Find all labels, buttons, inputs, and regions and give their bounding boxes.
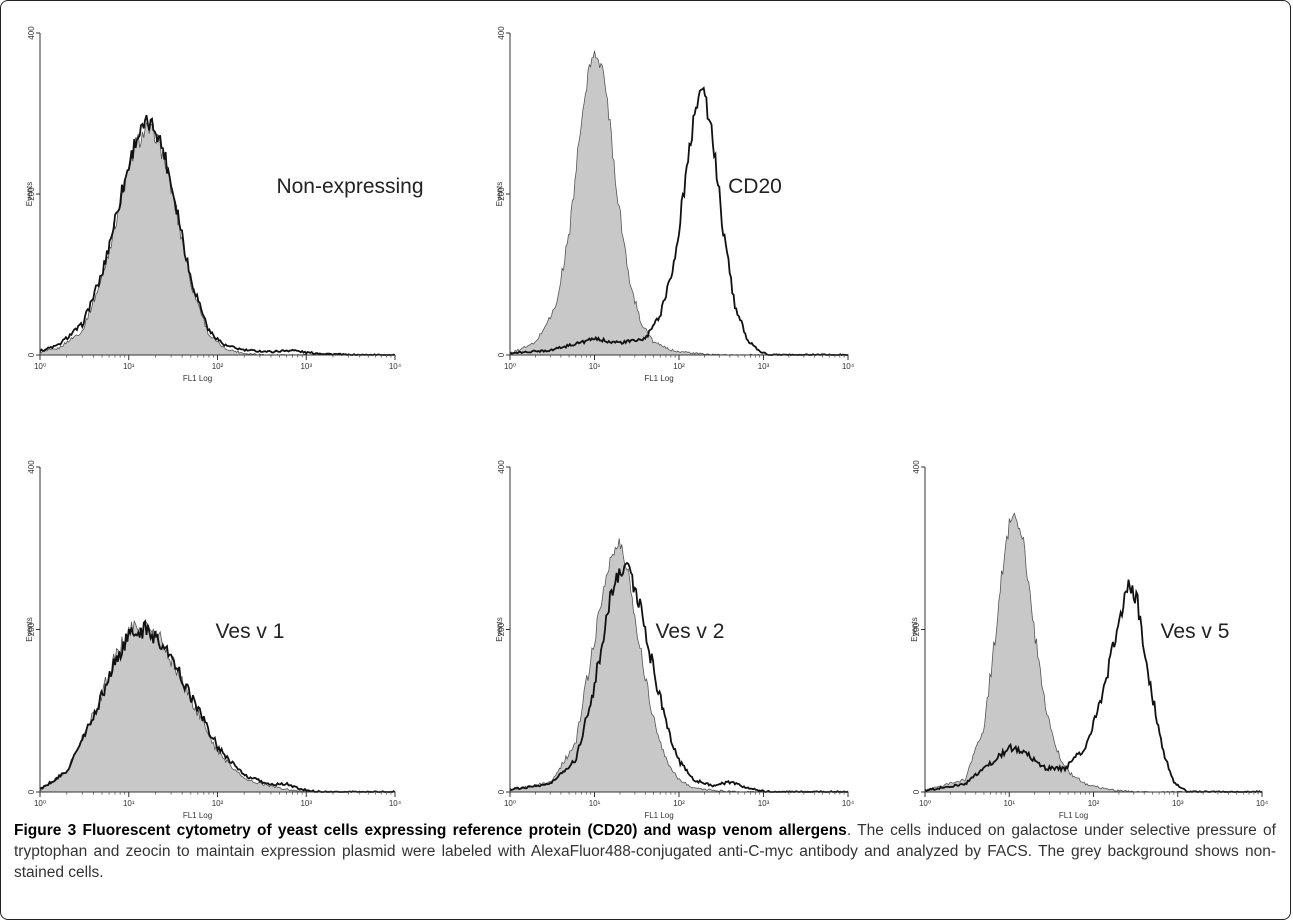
histogram-panel-5: 0 200 400 10⁰ 10¹ 10² 10³ 10⁴ FL1 Log Events Ves v…: [910, 460, 1269, 820]
y-tick-label: 400: [912, 460, 921, 474]
x-tick-label: 10³: [758, 799, 770, 808]
x-tick-label: 10³: [300, 362, 312, 371]
x-tick-label: 10⁰: [34, 799, 46, 808]
x-tick-label: 10⁰: [34, 362, 46, 371]
x-tick-label: 10⁰: [919, 799, 931, 808]
y-tick-label: 0: [497, 789, 506, 794]
x-tick-label: 10²: [673, 362, 685, 371]
y-tick-label: 400: [27, 26, 36, 40]
x-axis-label: FL1 Log: [644, 374, 673, 383]
x-tick-label: 10¹: [1003, 799, 1015, 808]
y-axis-label: Events: [495, 182, 504, 206]
y-axis-label: Events: [910, 617, 919, 641]
histogram-panel-1: 0 200 400 10⁰ 10¹ 10² 10³ 10⁴ FL1 Log Events Non-e…: [25, 26, 424, 383]
y-tick-label: 200: [497, 187, 506, 201]
histogram-outline-series: [924, 579, 1262, 794]
x-axis-label: FL1 Log: [1059, 811, 1088, 820]
x-tick-label: 10⁴: [842, 799, 855, 808]
x-tick-label: 10⁰: [504, 362, 516, 371]
histogram-panel-3: 0 200 400 10⁰ 10¹ 10² 10³ 10⁴ FL1 Log Events Ves v…: [25, 460, 402, 820]
y-axis-label: Events: [25, 617, 34, 641]
x-tick-label: 10¹: [123, 799, 135, 808]
y-axis-label: Events: [25, 182, 34, 206]
y-tick-label: 200: [27, 622, 36, 636]
y-tick-label: 400: [27, 460, 36, 474]
histogram-filled-series: [39, 619, 395, 793]
x-tick-label: 10⁴: [842, 362, 855, 371]
x-tick-label: 10⁴: [389, 362, 402, 371]
panel-annotation: CD20: [728, 175, 782, 198]
y-tick-label: 0: [497, 352, 506, 357]
x-tick-label: 10³: [300, 799, 312, 808]
histogram-filled-series: [924, 512, 1263, 793]
y-tick-label: 400: [497, 460, 506, 474]
x-tick-label: 10²: [1088, 799, 1100, 808]
x-axis-label: FL1 Log: [183, 811, 212, 820]
histogram-panel-2: 0 200 400 10⁰ 10¹ 10² 10³ 10⁴ FL1 Log Events CD20: [495, 26, 855, 383]
x-tick-label: 10¹: [123, 362, 135, 371]
x-tick-label: 10²: [673, 799, 685, 808]
caption-text: . The cells induced on galactose under s…: [14, 822, 1276, 881]
histogram-outline-series: [509, 561, 849, 793]
panel-annotation: Non-expressing: [276, 175, 423, 198]
histogram-filled-series: [509, 538, 849, 793]
figure-caption: Figure 3 Fluorescent cytometry of yeast …: [14, 820, 1276, 883]
x-tick-label: 10⁴: [1256, 799, 1269, 808]
figure-title: Fluorescent cytometry of yeast cells exp…: [82, 822, 847, 839]
y-axis-label: Events: [495, 617, 504, 641]
y-tick-label: 200: [497, 622, 506, 636]
x-tick-label: 10¹: [589, 362, 601, 371]
y-tick-label: 400: [497, 26, 506, 40]
x-axis-label: FL1 Log: [644, 811, 673, 820]
y-tick-label: 200: [27, 187, 36, 201]
y-tick-label: 0: [912, 789, 921, 794]
y-tick-label: 0: [27, 789, 36, 794]
histogram-panel-4: 0 200 400 10⁰ 10¹ 10² 10³ 10⁴ FL1 Log Events Ves v…: [495, 460, 855, 820]
x-tick-label: 10³: [1172, 799, 1184, 808]
x-tick-label: 10⁰: [504, 799, 516, 808]
x-tick-label: 10¹: [589, 799, 601, 808]
panel-annotation: Ves v 5: [1161, 620, 1230, 643]
panel-annotation: Ves v 1: [216, 620, 285, 643]
panel-annotation: Ves v 2: [656, 620, 725, 643]
histogram-filled-series: [509, 50, 849, 356]
x-tick-label: 10²: [212, 799, 224, 808]
y-tick-label: 200: [912, 622, 921, 636]
x-axis-label: FL1 Log: [183, 374, 212, 383]
y-tick-label: 0: [27, 352, 36, 357]
x-tick-label: 10⁴: [389, 799, 402, 808]
x-tick-label: 10³: [758, 362, 770, 371]
histogram-outline-series: [39, 114, 396, 357]
histogram-filled-series: [39, 122, 395, 356]
x-tick-label: 10²: [212, 362, 224, 371]
figure-label: Figure 3: [14, 822, 77, 839]
